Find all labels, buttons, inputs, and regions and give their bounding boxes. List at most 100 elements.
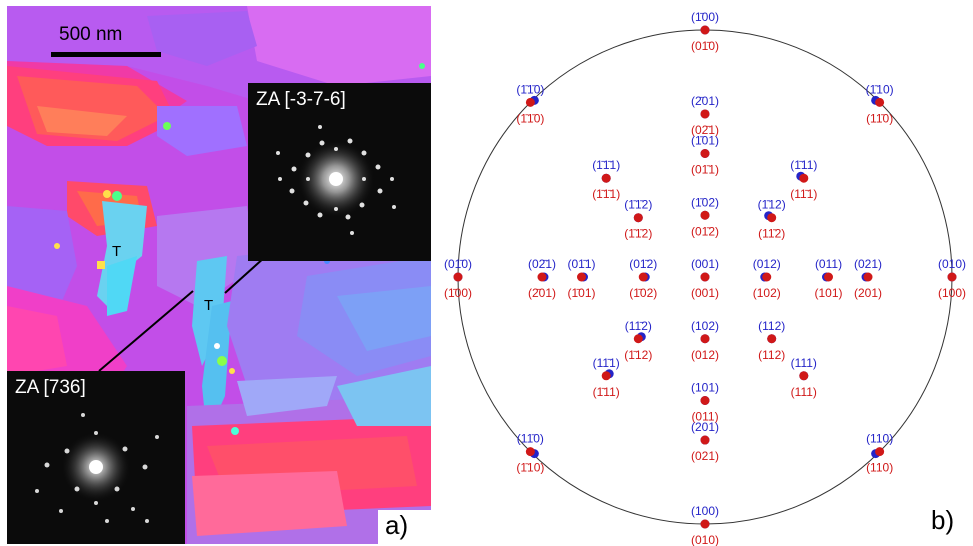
pole-label-red: (11̄2) bbox=[758, 227, 785, 241]
pole-label-blue: (201) bbox=[691, 420, 719, 434]
pole-26: (11̄0) (1̄10) bbox=[516, 432, 544, 475]
zone-axis-label-bottom: ZA [736] bbox=[15, 377, 86, 398]
pole-label-blue: (2̄01) bbox=[691, 94, 719, 108]
pole-dot-red bbox=[601, 173, 611, 183]
pole-label-blue: (110) bbox=[866, 432, 893, 446]
pole-label-red: (010) bbox=[691, 533, 719, 546]
pole-8: (1̄02) (01̄2) bbox=[691, 195, 719, 238]
pole-label-blue: (1̄1̄2) bbox=[624, 198, 652, 212]
pole-label-blue: (101) bbox=[691, 381, 719, 395]
pole-3: (2̄01) (02̄1) bbox=[691, 94, 719, 137]
pole-label-red: (2̄01) bbox=[528, 286, 556, 300]
pole-label-red: (1̄01) bbox=[567, 286, 595, 300]
pole-label-red: (021) bbox=[691, 449, 719, 463]
pole-9: (1̄12) (11̄2) bbox=[758, 198, 786, 241]
pole-dot-red bbox=[762, 272, 772, 282]
pole-dot-red bbox=[700, 210, 710, 220]
pole-label-red: (11̄0) bbox=[866, 111, 893, 125]
ebsd-orientation-map-panel: 500 nm T T bbox=[7, 6, 431, 544]
pole-2: (1̄10) (11̄0) bbox=[866, 82, 894, 125]
pole-label-red: (1̄11) bbox=[593, 385, 620, 399]
pole-14: (001) (001) bbox=[691, 257, 719, 300]
pole-label-red: (100) bbox=[938, 286, 966, 300]
pole-24: (101) (011) bbox=[691, 381, 719, 424]
pole-label-blue: (001) bbox=[691, 257, 719, 271]
diffraction-inset-top: ZA [-3-7-6] bbox=[248, 83, 431, 261]
pole-label-blue: (11̄0) bbox=[517, 432, 544, 446]
pole-dot-red bbox=[875, 97, 885, 107]
pole-dot-red bbox=[875, 447, 885, 457]
pole-label-blue: (111) bbox=[791, 356, 817, 370]
pole-label-red: (1̄00) bbox=[444, 286, 472, 300]
pole-label-blue: (012) bbox=[753, 257, 781, 271]
pole-label-red: (01̄2) bbox=[691, 224, 719, 238]
pole-label-red: (02̄1) bbox=[691, 123, 719, 137]
pole-label-blue: (01̄1) bbox=[567, 257, 595, 271]
pole-12: (01̄1) (1̄01) bbox=[567, 257, 595, 300]
pole-20: (102) (012) bbox=[691, 319, 719, 362]
pole-dot-red bbox=[577, 272, 586, 282]
twin-label-right: T bbox=[204, 297, 214, 314]
pole-label-red: (011) bbox=[691, 410, 718, 424]
pole-16: (011) (101) bbox=[814, 257, 842, 300]
pole-dot-red bbox=[633, 213, 643, 223]
pole-label-red: (111) bbox=[791, 385, 817, 399]
pole-23: (111) (111) bbox=[791, 356, 817, 399]
pole-label-red: (110) bbox=[866, 461, 893, 475]
pole-dot-red bbox=[638, 272, 648, 282]
pole-dot-red bbox=[700, 334, 710, 344]
pole-label-blue: (1̄02) bbox=[691, 195, 719, 209]
diffraction-pattern-bottom bbox=[35, 413, 159, 523]
pole-dot-red bbox=[601, 371, 611, 381]
pole-label-blue: (02̄1) bbox=[528, 257, 556, 271]
pole-label-blue: (1̄1̄1) bbox=[592, 158, 620, 172]
pole-dot-red bbox=[824, 272, 833, 282]
pole-13: (01̄2) (1̄02) bbox=[629, 257, 657, 300]
pole-dot-red bbox=[767, 213, 777, 223]
zone-axis-label-top: ZA [-3-7-6] bbox=[256, 89, 346, 110]
pole-dot-red bbox=[700, 519, 710, 529]
pole-label-blue: (1̄11) bbox=[790, 158, 817, 172]
pole-label-red: (012) bbox=[691, 348, 719, 362]
pole-label-blue: (010) bbox=[938, 257, 966, 271]
pole-dot-red bbox=[525, 97, 535, 107]
pole-label-blue: (021) bbox=[854, 257, 882, 271]
diffraction-inset-bottom: ZA [736] bbox=[7, 371, 185, 544]
pole-dot-red bbox=[799, 371, 809, 381]
pole-label-red: (1̄1̄0) bbox=[516, 111, 544, 125]
pole-label-red: (11̄1) bbox=[790, 187, 817, 201]
pole-label-blue: (1̄1̄0) bbox=[516, 82, 544, 96]
pole-19: (11̄2) (1̄12) bbox=[624, 319, 652, 362]
pole-dot-red bbox=[947, 272, 957, 282]
pole-label-red: (1̄1̄1) bbox=[592, 187, 620, 201]
pole-dot-red bbox=[700, 396, 710, 405]
pole-label-blue: (11̄2) bbox=[625, 319, 652, 333]
pole-dot-red bbox=[700, 435, 710, 445]
pole-label-red: (1̄12) bbox=[624, 348, 652, 362]
pole-22: (11̄1) (1̄11) bbox=[593, 356, 620, 399]
pole-label-red: (112) bbox=[758, 348, 785, 362]
pole-7: (1̄1̄2) (1̄1̄2) bbox=[624, 198, 652, 241]
pole-label-blue: (102) bbox=[691, 319, 719, 333]
pole-dot-red bbox=[700, 272, 710, 282]
pole-label-blue: (1̄10) bbox=[866, 82, 894, 96]
pole-label-blue: (1̄01) bbox=[691, 134, 719, 148]
panel-a-tag: a) bbox=[385, 510, 409, 540]
pole-dot-red bbox=[799, 173, 809, 183]
pole-label-blue: (1̄00) bbox=[691, 10, 719, 24]
pole-label-red: (201) bbox=[854, 286, 882, 300]
pole-label-red: (1̄1̄2) bbox=[624, 227, 652, 241]
pole-dot-red bbox=[767, 334, 777, 344]
twin-label-left: T bbox=[112, 243, 122, 260]
pole-10: (01̄0) (1̄00) bbox=[444, 257, 472, 300]
pole-label-blue: (100) bbox=[691, 504, 719, 518]
pole-5: (1̄1̄1) (1̄1̄1) bbox=[592, 158, 620, 201]
pole-dot-red bbox=[525, 447, 535, 457]
pole-27: (110) (110) bbox=[866, 432, 893, 475]
pole-label-red: (101) bbox=[814, 286, 842, 300]
pole-1: (1̄1̄0) (1̄1̄0) bbox=[516, 82, 544, 125]
pole-15: (012) (102) bbox=[753, 257, 781, 300]
pole-label-red: (1̄02) bbox=[629, 286, 657, 300]
scale-bar-label: 500 nm bbox=[59, 24, 123, 45]
pole-label-red: (01̄1) bbox=[691, 163, 719, 177]
